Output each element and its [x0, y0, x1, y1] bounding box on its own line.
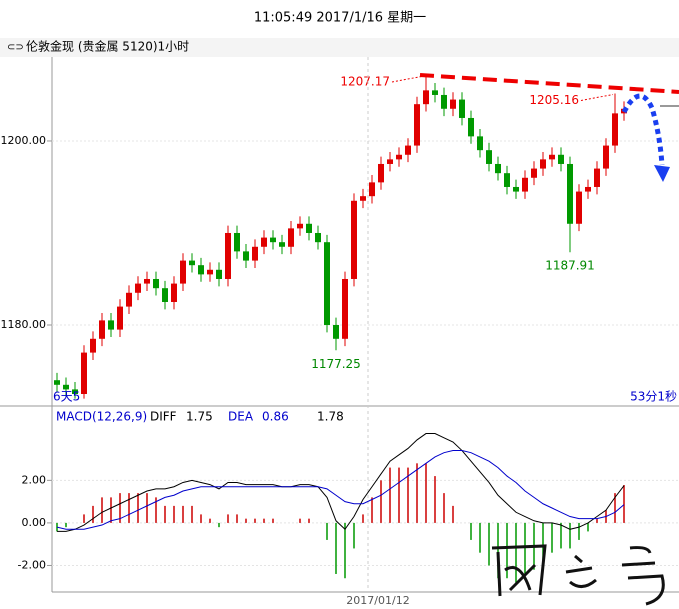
candle-body	[513, 186, 519, 192]
candle-body	[540, 159, 546, 169]
candle-body	[153, 278, 159, 289]
y-tick-label: 1200.00	[1, 134, 47, 147]
candle-body	[432, 90, 438, 95]
candle-body	[594, 168, 600, 187]
candle-body	[378, 163, 384, 183]
candle-body	[387, 159, 393, 164]
candle-body	[54, 380, 60, 385]
candle-body	[315, 232, 321, 243]
y-tick-label: 2.00	[22, 473, 47, 486]
candle-body	[477, 136, 483, 151]
candle-body	[396, 154, 402, 160]
x-tick-label: 2017/01/12	[346, 594, 409, 607]
candle-body	[72, 389, 78, 394]
candle-body	[486, 150, 492, 164]
candle-body	[243, 251, 249, 261]
candle-body	[459, 99, 465, 118]
candle-body	[504, 173, 510, 187]
time-header: 11:05:49 2017/1/16 星期一	[254, 11, 426, 26]
candle-body	[135, 283, 141, 293]
candle-body	[558, 154, 564, 164]
plot: 1200.00 1180.00 1207.17 1205.16 1177.25 1187.…	[1, 57, 679, 607]
candle-body	[270, 237, 276, 243]
candle-body	[612, 113, 618, 146]
candle-body	[288, 228, 294, 247]
candle-body	[207, 269, 213, 275]
candle-body	[216, 269, 222, 279]
candle-body	[360, 196, 366, 201]
candle-body	[603, 145, 609, 169]
high-label: 1207.17	[340, 74, 390, 88]
candle-body	[189, 260, 195, 266]
candle-body	[369, 182, 375, 197]
candle-body	[324, 242, 330, 325]
y-tick-label: -2.00	[18, 558, 46, 571]
legend-value: 1.78	[317, 410, 344, 424]
legend-value: 1.75	[186, 410, 213, 424]
low-label: 1177.25	[311, 357, 361, 371]
annotation-arrow	[580, 94, 614, 101]
candle-body	[522, 177, 528, 192]
candle-body	[99, 320, 105, 339]
candle-body	[279, 242, 285, 247]
candle-body	[414, 104, 420, 146]
candle-body	[108, 320, 114, 330]
candle-body	[342, 278, 348, 339]
candle-body	[117, 306, 123, 330]
candle-body	[90, 338, 96, 353]
candle-body	[144, 278, 150, 284]
low-label: 1187.91	[545, 259, 595, 273]
macd-line	[56, 450, 625, 530]
macd-line	[57, 433, 625, 532]
candle-body	[261, 237, 267, 247]
macd-title: MACD(12,26,9)	[56, 410, 147, 424]
candle-body	[405, 145, 411, 155]
high-label: 1205.16	[529, 93, 579, 107]
forecast-arrow	[621, 93, 665, 166]
candle-body	[234, 232, 240, 252]
candle-body	[126, 292, 132, 307]
arrow-head	[654, 165, 670, 182]
signature	[491, 544, 665, 606]
candle-body	[297, 223, 303, 229]
candle-body	[225, 232, 231, 279]
candle-body	[198, 265, 204, 275]
candle-body	[495, 163, 501, 174]
candle-body	[333, 324, 339, 339]
candle-body	[585, 186, 591, 192]
candle-body	[171, 283, 177, 302]
candle-body	[162, 288, 168, 302]
candle-body	[531, 168, 537, 178]
candle-body	[549, 154, 555, 160]
candle-body	[81, 352, 87, 394]
footer-left: 6天5	[53, 390, 80, 404]
candle-body	[441, 94, 447, 109]
candle-body	[567, 163, 573, 224]
candle-body	[468, 117, 474, 137]
annotation-arrow	[391, 75, 425, 83]
legend-value: 0.86	[262, 410, 289, 424]
legend-name: DIFF	[150, 410, 177, 424]
footer-right: 53分1秒	[630, 390, 677, 404]
candle-body	[423, 90, 429, 105]
candle-body	[63, 384, 69, 390]
candle-body	[351, 200, 357, 279]
instrument: 伦敦金现 (贵金属 5120)1小时	[26, 39, 189, 54]
candle-body	[180, 260, 186, 284]
y-tick-label: 1180.00	[1, 318, 47, 331]
candle-body	[576, 191, 582, 224]
trend-line	[419, 73, 679, 94]
y-tick-label: 0.00	[22, 516, 47, 529]
candle-body	[450, 99, 456, 109]
toolbar	[0, 38, 679, 57]
candle-body	[306, 223, 312, 233]
candle-body	[252, 246, 258, 261]
icon: ⊂⊃	[7, 42, 24, 53]
legend-name: DEA	[228, 410, 254, 424]
